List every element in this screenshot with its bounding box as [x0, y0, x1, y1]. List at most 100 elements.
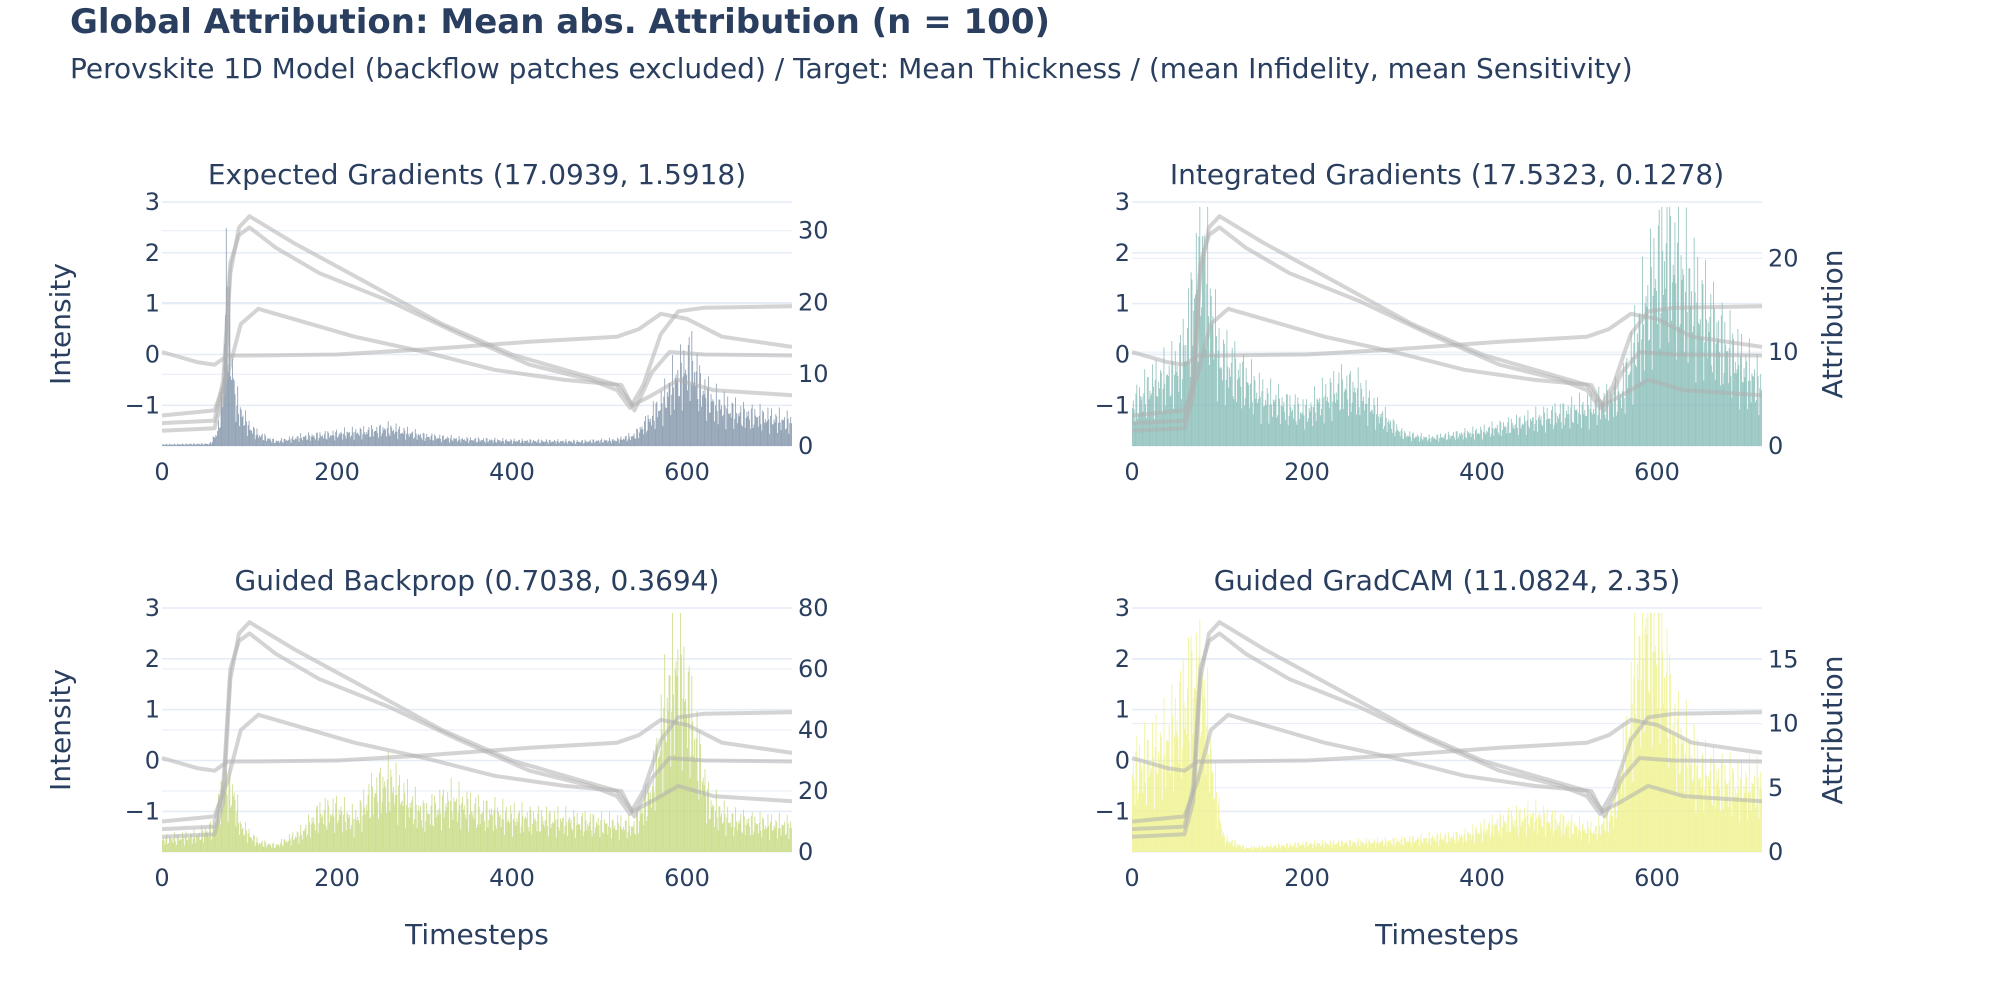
attribution-bar: [737, 413, 739, 446]
attribution-bar: [1445, 832, 1447, 852]
attribution-bar: [1211, 324, 1213, 446]
attribution-bar: [435, 803, 436, 852]
attribution-bar: [752, 834, 754, 852]
attribution-bar: [1261, 391, 1263, 446]
attribution-bar: [1738, 364, 1740, 446]
attribution-bar: [367, 795, 369, 852]
attribution-bar: [535, 441, 537, 446]
attribution-bar: [1697, 257, 1699, 446]
attribution-bar: [709, 412, 711, 446]
attribution-bar: [400, 804, 401, 852]
attribution-bar: [175, 841, 176, 852]
attribution-bar: [375, 430, 377, 446]
attribution-bar: [1663, 703, 1664, 852]
attribution-bar: [1483, 424, 1485, 446]
attribution-bar: [1281, 844, 1283, 852]
attribution-bar: [741, 424, 743, 446]
attribution-bar: [201, 825, 203, 852]
attribution-bar: [1744, 377, 1746, 446]
attribution-bar: [351, 435, 352, 446]
attribution-bar: [625, 820, 627, 852]
attribution-bar: [167, 843, 169, 852]
attribution-bar: [214, 437, 216, 446]
attribution-bar: [1559, 813, 1561, 852]
attribution-bar: [168, 842, 169, 852]
attribution-bar: [505, 439, 506, 446]
attribution-bar: [708, 376, 709, 446]
attribution-bar: [535, 821, 537, 852]
attribution-bar: [687, 390, 688, 446]
attribution-bar: [1498, 834, 1500, 852]
attribution-bar: [1580, 840, 1582, 852]
attribution-bar: [567, 443, 568, 446]
attribution-bar: [1718, 768, 1720, 852]
attribution-bar: [635, 834, 637, 852]
attribution-bar: [240, 824, 242, 852]
attribution-bar: [310, 824, 312, 852]
attribution-bar: [1316, 842, 1318, 852]
attribution-bar: [561, 821, 562, 852]
attribution-bar: [1260, 423, 1262, 446]
attribution-bar: [1153, 386, 1154, 446]
attribution-bar: [1377, 842, 1379, 852]
attribution-bar: [193, 443, 195, 446]
attribution-bar: [1280, 845, 1282, 852]
attribution-bar: [1554, 809, 1556, 852]
attribution-bar: [522, 440, 524, 446]
attribution-bar: [1675, 744, 1677, 852]
y2-axis-label: Attribution: [1816, 655, 1849, 804]
attribution-bar: [415, 433, 417, 446]
attribution-bar: [1560, 421, 1562, 446]
attribution-bar: [1182, 318, 1184, 446]
attribution-bar: [234, 799, 236, 852]
attribution-bar: [1538, 417, 1539, 446]
attribution-bar: [222, 406, 224, 446]
attribution-bar: [1162, 388, 1164, 446]
attribution-bar: [1561, 836, 1563, 852]
attribution-bar: [182, 443, 183, 446]
attribution-bar: [1519, 808, 1521, 852]
attribution-bar: [1278, 383, 1279, 446]
attribution-bar: [1278, 843, 1279, 852]
attribution-bar: [1727, 350, 1728, 446]
attribution-bar: [557, 806, 559, 852]
attribution-bar: [521, 802, 523, 852]
attribution-bar: [1754, 369, 1755, 446]
attribution-bar: [1406, 435, 1408, 446]
attribution-bar: [643, 825, 645, 852]
attribution-bar: [174, 443, 176, 446]
attribution-bar: [290, 845, 292, 852]
attribution-bar: [1405, 433, 1406, 446]
attribution-bar: [1710, 756, 1712, 852]
attribution-bar: [1441, 437, 1443, 446]
attribution-bar: [304, 828, 306, 852]
attribution-bar: [440, 438, 442, 446]
attribution-bar: [689, 401, 691, 446]
attribution-bar: [269, 438, 271, 446]
attribution-bar: [526, 440, 527, 446]
attribution-bar: [465, 441, 467, 446]
attribution-bar: [1728, 348, 1730, 446]
attribution-bar: [512, 443, 513, 446]
attribution-bar: [645, 416, 646, 446]
attribution-bar: [617, 823, 619, 852]
attribution-bar: [1453, 432, 1454, 446]
attribution-bar: [737, 821, 739, 852]
attribution-bar: [1321, 839, 1323, 852]
attribution-bar: [325, 825, 327, 852]
signal-line-3: [1131, 306, 1763, 418]
attribution-bar: [777, 838, 778, 852]
attribution-bar: [1421, 438, 1423, 446]
attribution-bar: [1352, 841, 1354, 852]
attribution-bar: [1665, 243, 1667, 446]
attribution-bar: [1251, 359, 1252, 446]
attribution-bar: [1648, 690, 1650, 852]
attribution-bar: [1168, 724, 1170, 852]
attribution-bar: [298, 843, 300, 852]
attribution-bar: [1685, 291, 1686, 446]
attribution-bar: [517, 821, 519, 852]
attribution-bar: [1615, 415, 1617, 446]
attribution-bar: [326, 439, 328, 446]
attribution-bar: [1433, 438, 1434, 446]
attribution-bar: [1422, 440, 1424, 446]
